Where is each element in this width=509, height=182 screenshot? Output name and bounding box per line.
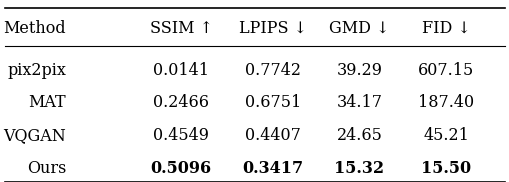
Text: 0.2466: 0.2466 bbox=[153, 94, 209, 111]
Text: LPIPS ↓: LPIPS ↓ bbox=[238, 20, 306, 37]
Text: GMD ↓: GMD ↓ bbox=[329, 20, 389, 37]
Text: 15.50: 15.50 bbox=[420, 160, 470, 177]
Text: SSIM ↑: SSIM ↑ bbox=[149, 20, 212, 37]
Text: 0.7742: 0.7742 bbox=[244, 62, 300, 79]
Text: Method: Method bbox=[4, 20, 66, 37]
Text: 0.6751: 0.6751 bbox=[244, 94, 300, 111]
Text: 0.4549: 0.4549 bbox=[153, 127, 209, 144]
Text: VQGAN: VQGAN bbox=[4, 127, 66, 144]
Text: 34.17: 34.17 bbox=[336, 94, 382, 111]
Text: 45.21: 45.21 bbox=[422, 127, 468, 144]
Text: 0.5096: 0.5096 bbox=[150, 160, 211, 177]
Text: 39.29: 39.29 bbox=[336, 62, 382, 79]
Text: 24.65: 24.65 bbox=[336, 127, 382, 144]
Text: 0.0141: 0.0141 bbox=[153, 62, 209, 79]
Text: 187.40: 187.40 bbox=[417, 94, 473, 111]
Text: Ours: Ours bbox=[27, 160, 66, 177]
Text: pix2pix: pix2pix bbox=[8, 62, 66, 79]
Text: MAT: MAT bbox=[29, 94, 66, 111]
Text: FID ↓: FID ↓ bbox=[421, 20, 470, 37]
Text: 15.32: 15.32 bbox=[334, 160, 384, 177]
Text: 0.3417: 0.3417 bbox=[242, 160, 303, 177]
Text: 0.4407: 0.4407 bbox=[244, 127, 300, 144]
Text: 607.15: 607.15 bbox=[417, 62, 473, 79]
